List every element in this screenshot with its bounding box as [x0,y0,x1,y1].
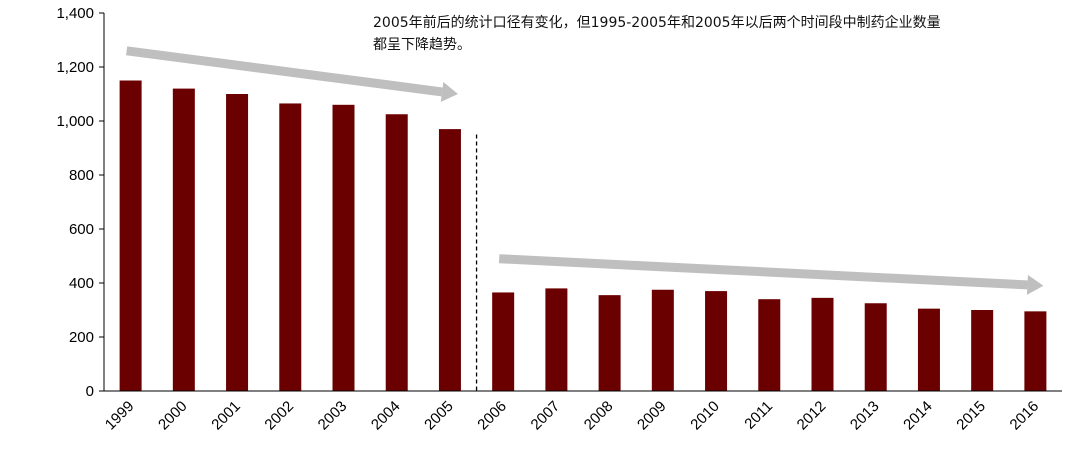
x-axis: 1999 2000 2001 2002 2003 2004 2005 2006 2007 2008… [102,390,1062,434]
x-tick-label: 2011 [741,398,776,433]
y-tick-label: 1,000 [56,113,94,130]
bar [864,303,887,391]
bar [705,291,728,391]
x-tick-label: 2003 [315,398,351,434]
y-tick-label: 600 [69,221,94,238]
trend-arrow-head [440,82,458,102]
bar [758,299,781,391]
bar [172,88,195,391]
y-tick-label: 0 [86,383,94,400]
x-tick-label: 2001 [208,398,244,434]
trend-arrow-shaft [126,46,443,97]
x-tick-label: 1999 [102,398,138,434]
bar [438,129,461,391]
bar [119,80,142,391]
y-axis: 0 200 400 600 800 1,000 1,200 1,400 [56,5,105,400]
x-tick-label: 2015 [953,398,989,434]
bar [279,103,302,391]
bar [226,94,249,391]
x-tick-label: 2008 [581,398,617,434]
x-tick-label: 2014 [900,398,936,434]
bar [1024,311,1047,391]
bar [598,295,621,391]
annotation-text: 2005年前后的统计口径有变化，但1995-2005年和2005年以后两个时间段… [373,15,941,53]
bar [492,292,515,391]
y-tick-label: 400 [69,275,94,292]
bar [332,104,355,392]
y-tick-label: 1,200 [56,59,94,76]
trend-arrows [126,46,1044,295]
trend-arrow-head [1026,274,1044,295]
y-tick-label: 800 [69,167,94,184]
x-tick-label: 2010 [687,398,723,434]
x-tick-label: 2006 [474,398,510,434]
bar [917,308,940,391]
x-tick-label: 2004 [368,398,404,434]
bar [651,289,674,391]
bar [385,114,408,391]
bar [971,310,994,391]
x-tick-label: 2012 [794,398,830,434]
x-tick-label: 2005 [421,398,457,434]
y-tick-label: 200 [69,329,94,346]
bar [811,297,834,391]
bars [119,80,1047,392]
y-tick-label: 1,400 [56,5,94,22]
x-tick-label: 2007 [528,398,564,434]
trend-arrow-shaft [498,254,1028,290]
x-tick-label: 2009 [634,398,670,434]
x-tick-label: 2002 [261,398,297,434]
x-tick-label: 2016 [1007,398,1043,434]
x-tick-label: 2013 [847,398,883,434]
bar [545,288,568,391]
x-tick-label: 2000 [155,398,191,434]
